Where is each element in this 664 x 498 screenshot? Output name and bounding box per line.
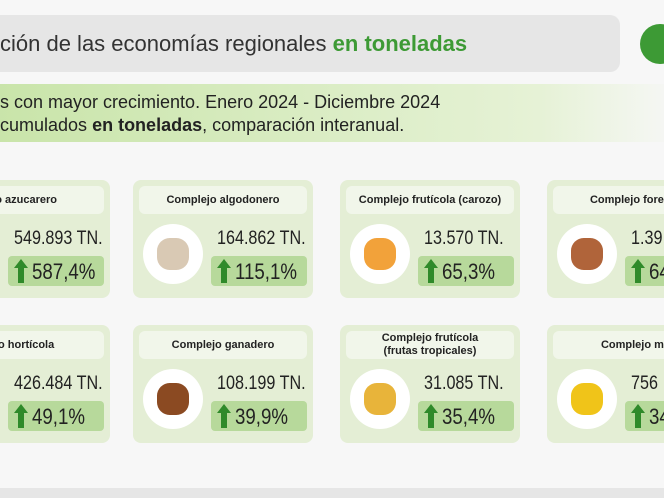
title-text: ción de las economías regionales — [0, 31, 333, 56]
volume: 756 — [631, 373, 658, 394]
card-name: Complejo frutícola — [381, 332, 479, 344]
card-name: Complejo algodonero — [166, 193, 280, 206]
card-header: Complejo mai — [553, 331, 664, 359]
up-arrow — [14, 259, 28, 283]
card-header: Complejo foresto- — [553, 186, 664, 214]
subtitle-highlight: en toneladas — [92, 115, 203, 135]
up-arrow — [14, 404, 28, 428]
volume: 1.39 — [631, 228, 663, 249]
card-name: lejo hortícola — [0, 338, 55, 351]
card-header: Complejo frutícola (frutas tropicales) — [346, 331, 514, 359]
card-name: lejo azucarero — [0, 193, 57, 206]
change: 64 — [649, 259, 664, 284]
subtitle-text: cumulados — [0, 115, 93, 135]
icon-shape — [364, 238, 396, 270]
icon — [143, 224, 203, 284]
volume: 164.862 TN. — [217, 228, 306, 249]
title-highlight: en toneladas — [332, 31, 468, 56]
icon-shape — [157, 383, 189, 415]
volume: 549.893 TN. — [14, 228, 103, 249]
card-header: lejo azucarero — [0, 186, 104, 214]
change: 34 — [649, 404, 664, 429]
icon — [350, 224, 410, 284]
card: Complejo frutícola (frutas tropicales) 31.… — [340, 325, 520, 443]
icon-shape — [157, 238, 189, 270]
card: Complejo frutícola (carozo) 13.570 TN. 65,… — [340, 180, 520, 298]
change: 39,9% — [235, 404, 289, 429]
up-arrow — [217, 259, 231, 283]
footer-bar — [0, 488, 664, 498]
card: lejo azucarero 549.893 TN. 587,4% — [0, 180, 110, 298]
card-name: Complejo frutícola (carozo) — [358, 193, 502, 206]
subtitle-line: s con mayor crecimiento. Enero 2024 - Di… — [0, 92, 441, 112]
volume: 13.570 TN. — [424, 228, 504, 249]
logo — [640, 24, 664, 64]
card-header: Complejo algodonero — [139, 186, 307, 214]
volume: 108.199 TN. — [217, 373, 306, 394]
volume: 31.085 TN. — [424, 373, 504, 394]
change: 49,1% — [32, 404, 86, 429]
volume: 426.484 TN. — [14, 373, 103, 394]
card: Complejo algodonero 164.862 TN. 115,1% — [133, 180, 313, 298]
title-bar — [0, 15, 620, 72]
card: Complejo mai 756 34 — [547, 325, 664, 443]
subtitle-bar — [0, 84, 664, 142]
up-arrow — [424, 259, 438, 283]
icon-shape — [571, 238, 603, 270]
card: Complejo foresto- 1.39 64 — [547, 180, 664, 298]
change: 65,3% — [442, 259, 496, 284]
icon-shape — [364, 383, 396, 415]
change-box — [625, 256, 664, 286]
icon-shape — [571, 383, 603, 415]
icon — [557, 224, 617, 284]
card-header: lejo hortícola — [0, 331, 104, 359]
change: 587,4% — [32, 259, 96, 284]
card-name: Complejo ganadero — [171, 338, 275, 351]
card-name: Complejo foresto- — [589, 193, 664, 206]
card-name: (frutas tropicales) — [383, 345, 477, 357]
up-arrow — [217, 404, 231, 428]
up-arrow — [631, 259, 645, 283]
card: lejo hortícola 426.484 TN. 49,1% — [0, 325, 110, 443]
card-name: Complejo mai — [600, 338, 664, 351]
subtitle-text: , comparación interanual. — [202, 115, 405, 135]
change: 35,4% — [442, 404, 496, 429]
change-box — [625, 401, 664, 431]
subtitle-line: cumulados en toneladas, comparación inte… — [0, 115, 404, 136]
card-header: Complejo ganadero — [139, 331, 307, 359]
icon — [350, 369, 410, 429]
title: ción de las economías regionales en tone… — [0, 31, 467, 57]
up-arrow — [631, 404, 645, 428]
card: Complejo ganadero 108.199 TN. 39,9% — [133, 325, 313, 443]
icon — [143, 369, 203, 429]
card-header: Complejo frutícola (carozo) — [346, 186, 514, 214]
icon — [557, 369, 617, 429]
up-arrow — [424, 404, 438, 428]
change: 115,1% — [235, 259, 298, 284]
